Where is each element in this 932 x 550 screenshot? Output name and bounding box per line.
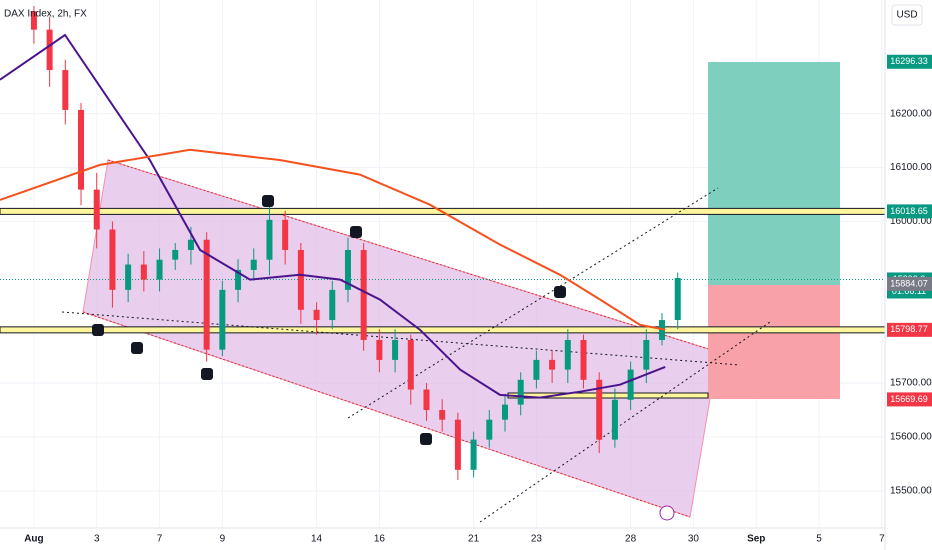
target-zone [708,62,840,285]
thumb-icon [554,286,566,298]
price-tag [887,276,932,291]
thumb-icon [350,226,362,238]
x-tick-label: 30 [688,534,700,545]
trend-line [61,311,741,366]
y-tick-label: 16100.00 [890,162,932,173]
candle-body [266,219,273,260]
channel-bottom [82,311,691,518]
thumb-icon [131,342,143,354]
y-tick-label: 15500.00 [890,485,932,496]
candle-body [564,339,571,370]
candle-body [643,339,650,370]
price-tag-label: 15884.07 [890,278,928,288]
x-tick-label: Sep [747,534,765,545]
price-tag [887,322,932,337]
x-tick-label: 21 [468,534,480,545]
plot [0,5,681,481]
price-tag [887,54,932,69]
candle-body [203,239,210,350]
price-tag-label: 16296.33 [890,56,928,66]
price-tag [887,392,932,407]
moving-average [0,148,666,331]
candle-body [360,249,367,340]
y-tick-label: 16000.00 [890,216,932,227]
candle-body [313,309,320,321]
candle-body [250,259,257,270]
candle-body [423,389,430,411]
thumb-icon [420,433,432,445]
candle-body [187,239,194,250]
candle-body [454,419,461,470]
candle-body [156,259,163,280]
candle-body [140,264,147,280]
candle-body [235,269,242,290]
candle-body [549,359,556,370]
candle-body [344,249,351,290]
y-tick-label: 16200.00 [890,108,932,119]
x-tick-label: 28 [625,534,637,545]
candle-body [30,11,37,30]
candle-body [329,289,336,321]
candle-body [93,189,100,230]
thumb-icon [92,324,104,336]
stop-zone [708,285,840,399]
chart-title: DAX Index, 2h, FX [4,9,87,20]
candle-body [109,229,116,290]
y-tick-label: 15700.00 [890,378,932,389]
x-tick-label: 9 [220,534,226,545]
x-tick-label: 5 [816,534,822,545]
candle-body [376,339,383,360]
candle-body [470,439,477,470]
price-tag-label: 15798.77 [890,324,928,334]
x-tick-label: 16 [374,534,386,545]
channel-top [107,159,719,353]
thumb-icon [201,368,213,380]
candle-body [674,278,681,321]
candle-body [297,249,304,310]
x-tick-label: 7 [879,534,885,545]
price-tag-label: 16018.65 [890,206,928,216]
candle-body [627,369,634,400]
candle-body [407,339,414,390]
candle-body [439,410,446,420]
candle-body [501,404,508,420]
candle-body [533,359,540,380]
x-tick-label: 14 [311,534,323,545]
candle-body [611,399,618,440]
currency-button[interactable] [891,4,923,26]
candle-body [486,419,493,440]
event-icon[interactable] [659,505,675,521]
candle-body [172,249,179,260]
x-tick-label: 7 [157,534,163,545]
x-tick-label: 3 [94,534,100,545]
thumb-icon [262,195,274,207]
icons [92,195,566,445]
y-tick-label: 15600.00 [890,432,932,443]
candle-body [219,289,226,350]
candle-body [282,219,289,250]
axis: 15500.00 15600.00 15700.00 16000.00 16100.00… [24,54,932,545]
x-tick-label: Aug [24,534,43,545]
price-tag [887,204,932,219]
candle-body [62,70,69,110]
moving-average [0,33,666,399]
candle-body [125,264,132,290]
candle-body [596,379,603,440]
currency-label: USD [896,10,917,21]
price-tag-label: 15669.69 [890,394,928,404]
candle-body [392,339,399,360]
trend-line [479,321,771,523]
candle-body [46,29,53,71]
candle-body [580,339,587,380]
x-tick-label: 23 [531,534,543,545]
candle-body [517,379,524,405]
level-zone [0,326,886,334]
candle-body [78,109,85,190]
